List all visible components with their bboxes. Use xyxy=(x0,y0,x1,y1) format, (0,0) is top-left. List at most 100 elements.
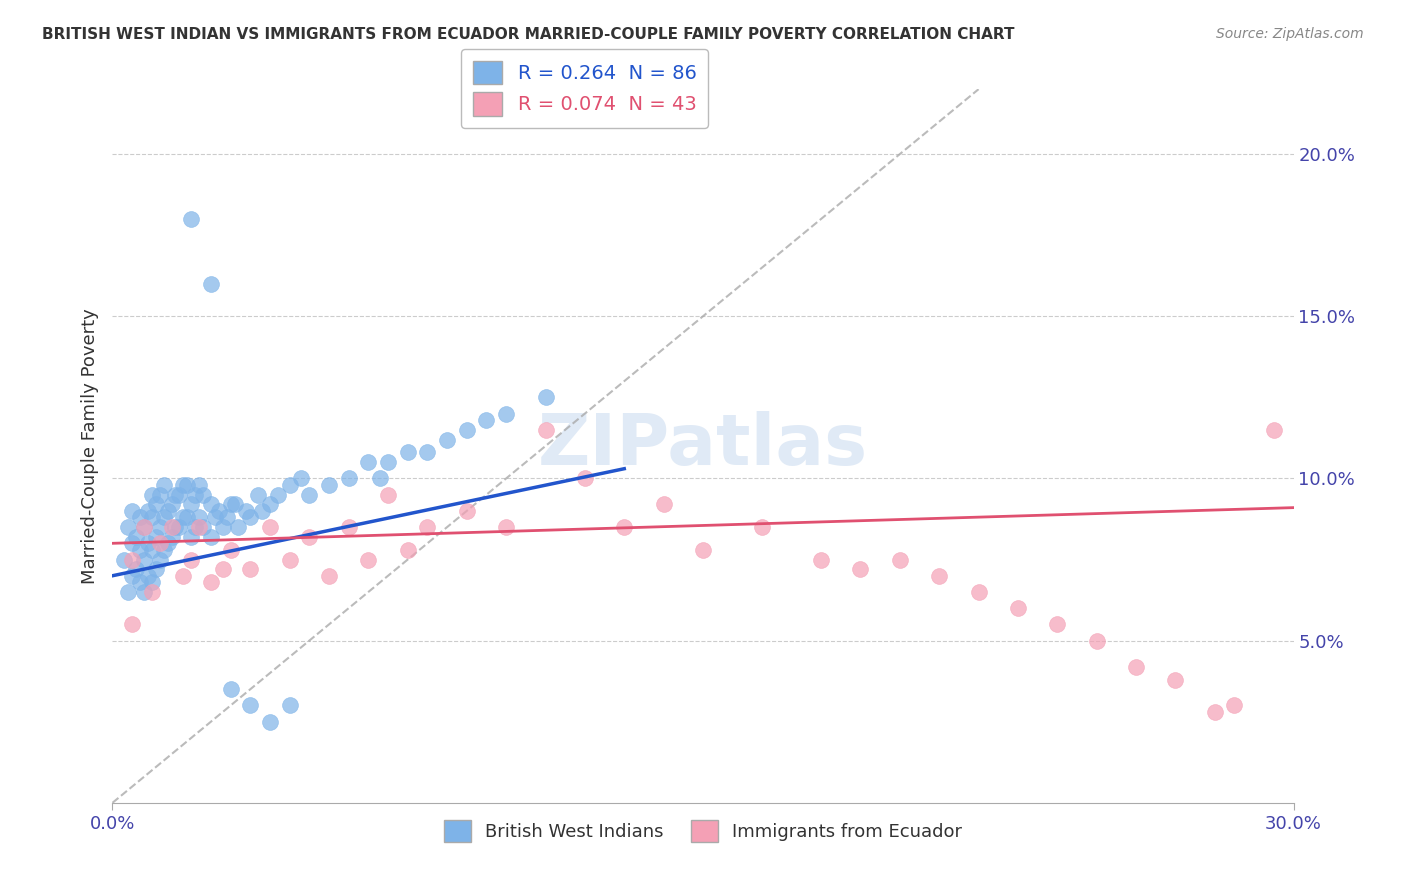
Point xyxy=(149,520,172,534)
Point xyxy=(191,488,214,502)
Point xyxy=(129,510,152,524)
Point xyxy=(396,445,419,459)
Point xyxy=(219,542,242,557)
Point xyxy=(495,407,517,421)
Point xyxy=(200,530,222,544)
Point xyxy=(188,510,211,524)
Point xyxy=(889,552,911,566)
Point xyxy=(318,568,340,582)
Point xyxy=(165,488,187,502)
Point xyxy=(1223,698,1246,713)
Point xyxy=(290,471,312,485)
Point xyxy=(692,542,714,557)
Point xyxy=(149,536,172,550)
Point xyxy=(652,497,675,511)
Legend: British West Indians, Immigrants from Ecuador: British West Indians, Immigrants from Ec… xyxy=(434,811,972,851)
Point xyxy=(318,478,340,492)
Point xyxy=(141,488,163,502)
Point xyxy=(136,568,159,582)
Point xyxy=(337,471,360,485)
Point xyxy=(228,520,250,534)
Point xyxy=(456,423,478,437)
Point xyxy=(211,562,233,576)
Point xyxy=(136,536,159,550)
Point xyxy=(204,510,226,524)
Point xyxy=(172,510,194,524)
Point xyxy=(117,585,139,599)
Point xyxy=(172,568,194,582)
Point xyxy=(180,497,202,511)
Point xyxy=(172,478,194,492)
Point xyxy=(149,488,172,502)
Point xyxy=(219,682,242,697)
Point xyxy=(184,520,207,534)
Point xyxy=(416,445,439,459)
Point xyxy=(180,211,202,226)
Point xyxy=(235,504,257,518)
Point xyxy=(121,536,143,550)
Point xyxy=(1263,423,1285,437)
Point xyxy=(278,552,301,566)
Point xyxy=(200,277,222,291)
Point xyxy=(534,423,557,437)
Point xyxy=(149,552,172,566)
Point xyxy=(121,568,143,582)
Point xyxy=(849,562,872,576)
Point xyxy=(298,530,321,544)
Point xyxy=(191,520,214,534)
Point xyxy=(129,542,152,557)
Point xyxy=(278,698,301,713)
Point xyxy=(141,542,163,557)
Point xyxy=(495,520,517,534)
Point xyxy=(259,520,281,534)
Point xyxy=(239,562,262,576)
Point xyxy=(456,504,478,518)
Point xyxy=(534,390,557,404)
Point xyxy=(188,478,211,492)
Point xyxy=(574,471,596,485)
Point xyxy=(145,497,167,511)
Point xyxy=(278,478,301,492)
Point xyxy=(396,542,419,557)
Point xyxy=(1046,617,1069,632)
Point xyxy=(176,478,198,492)
Point xyxy=(224,497,246,511)
Point xyxy=(1204,705,1226,719)
Point xyxy=(475,413,498,427)
Text: BRITISH WEST INDIAN VS IMMIGRANTS FROM ECUADOR MARRIED-COUPLE FAMILY POVERTY COR: BRITISH WEST INDIAN VS IMMIGRANTS FROM E… xyxy=(42,27,1015,42)
Point xyxy=(160,497,183,511)
Point xyxy=(357,455,380,469)
Point xyxy=(121,504,143,518)
Point xyxy=(215,510,238,524)
Point xyxy=(436,433,458,447)
Point xyxy=(156,504,179,518)
Point xyxy=(211,520,233,534)
Point xyxy=(1125,659,1147,673)
Point xyxy=(377,455,399,469)
Point xyxy=(188,520,211,534)
Point xyxy=(117,520,139,534)
Point xyxy=(200,497,222,511)
Point xyxy=(298,488,321,502)
Point xyxy=(141,585,163,599)
Point xyxy=(928,568,950,582)
Point xyxy=(1007,601,1029,615)
Point xyxy=(613,520,636,534)
Point xyxy=(132,585,155,599)
Point xyxy=(132,520,155,534)
Point xyxy=(141,510,163,524)
Point xyxy=(132,552,155,566)
Point xyxy=(259,714,281,729)
Point xyxy=(200,575,222,590)
Point xyxy=(160,520,183,534)
Point xyxy=(247,488,270,502)
Point xyxy=(239,510,262,524)
Point xyxy=(176,510,198,524)
Point xyxy=(112,552,135,566)
Point xyxy=(219,497,242,511)
Point xyxy=(416,520,439,534)
Point xyxy=(208,504,231,518)
Point xyxy=(132,520,155,534)
Point xyxy=(141,575,163,590)
Point xyxy=(259,497,281,511)
